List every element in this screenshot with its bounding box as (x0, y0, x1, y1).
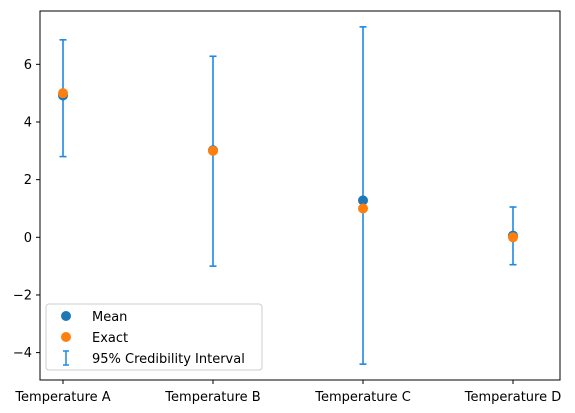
legend-marker-mean (61, 311, 71, 321)
y-axis: −4 −2 0 2 4 6 (13, 58, 40, 361)
y-tick-label: 0 (24, 231, 32, 246)
y-tick-label: 2 (24, 173, 32, 188)
x-axis: Temperature A Temperature B Temperature C T… (14, 380, 561, 405)
exact-point (508, 232, 518, 243)
y-tick-label: 6 (24, 58, 32, 73)
mean-point (358, 195, 368, 206)
legend-label-mean: Mean (92, 310, 127, 325)
x-tick-label: Temperature D (464, 390, 562, 405)
exact-point (208, 145, 218, 156)
markers (58, 88, 518, 243)
y-tick-label: 4 (24, 115, 32, 130)
x-tick-label: Temperature B (164, 390, 260, 405)
legend: Mean Exact 95% Credibility Interval (45, 303, 263, 371)
x-tick-label: Temperature A (14, 390, 110, 405)
legend-marker-interval (63, 350, 69, 366)
error-bar (209, 55, 217, 267)
legend-label-exact: Exact (92, 331, 128, 346)
exact-point (58, 88, 68, 99)
exact-point (358, 203, 368, 214)
legend-box (45, 303, 263, 371)
legend-label-interval: 95% Credibility Interval (92, 352, 245, 367)
y-tick-label: −2 (13, 288, 32, 303)
y-tick-label: −4 (13, 346, 32, 361)
x-tick-label: Temperature C (314, 390, 411, 405)
legend-marker-exact (61, 332, 71, 342)
